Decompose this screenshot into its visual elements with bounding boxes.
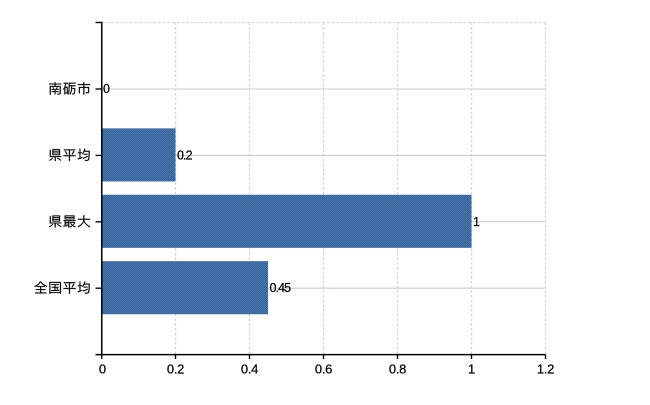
svg-text:0.6: 0.6 [315, 362, 332, 377]
svg-text:0.2: 0.2 [177, 148, 193, 162]
svg-text:0.4: 0.4 [241, 362, 258, 377]
svg-text:0: 0 [103, 82, 110, 96]
svg-text:1: 1 [473, 215, 480, 229]
svg-text:0: 0 [99, 362, 106, 377]
svg-text:0.2: 0.2 [167, 362, 184, 377]
svg-text:1.2: 1.2 [537, 362, 554, 377]
svg-text:0.45: 0.45 [270, 281, 292, 295]
svg-text:0.8: 0.8 [389, 362, 406, 377]
svg-text:1: 1 [468, 362, 475, 377]
